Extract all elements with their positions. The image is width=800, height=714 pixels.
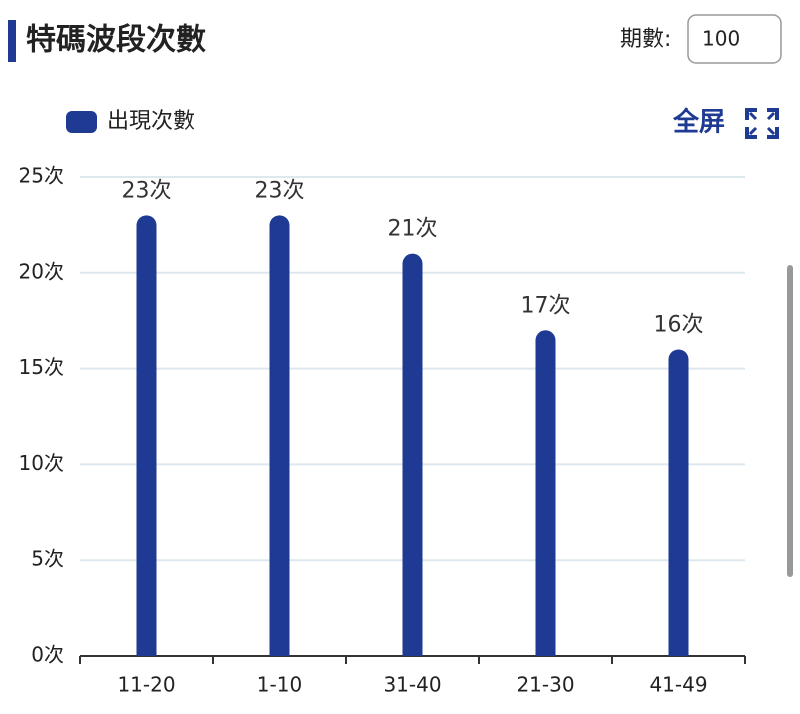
period-input[interactable] (687, 14, 782, 64)
fullscreen-button[interactable]: 全屏 (672, 107, 725, 138)
bar (668, 349, 689, 656)
x-tick-label: 21-30 (516, 673, 574, 697)
bar (402, 253, 423, 656)
x-tick-label: 31-40 (383, 673, 441, 697)
period-value: 100 (702, 27, 740, 51)
bar (136, 215, 157, 656)
period-label: 期數: (620, 27, 671, 52)
y-tick-label: 15次 (19, 355, 64, 379)
legend-label[interactable]: 出現次數 (107, 109, 195, 134)
bar (535, 330, 556, 656)
y-tick-label: 20次 (19, 259, 64, 283)
value-label: 23次 (122, 178, 172, 203)
y-tick-label: 5次 (31, 547, 64, 571)
bar (269, 215, 290, 656)
y-tick-label: 0次 (31, 643, 64, 667)
fullscreen-icon[interactable] (745, 108, 779, 139)
y-tick-label: 25次 (19, 164, 64, 188)
value-label: 23次 (255, 178, 305, 203)
x-tick-label: 41-49 (649, 673, 707, 697)
value-label: 16次 (654, 312, 704, 337)
x-tick-label: 1-10 (257, 673, 302, 697)
scrollbar[interactable] (787, 265, 793, 577)
y-tick-label: 10次 (19, 451, 64, 475)
legend-swatch (66, 111, 97, 133)
page-title: 特碼波段次數 (26, 23, 206, 58)
value-label: 17次 (521, 293, 571, 318)
value-label: 21次 (388, 217, 438, 242)
x-tick-label: 11-20 (117, 673, 175, 697)
title-accent (8, 20, 16, 62)
